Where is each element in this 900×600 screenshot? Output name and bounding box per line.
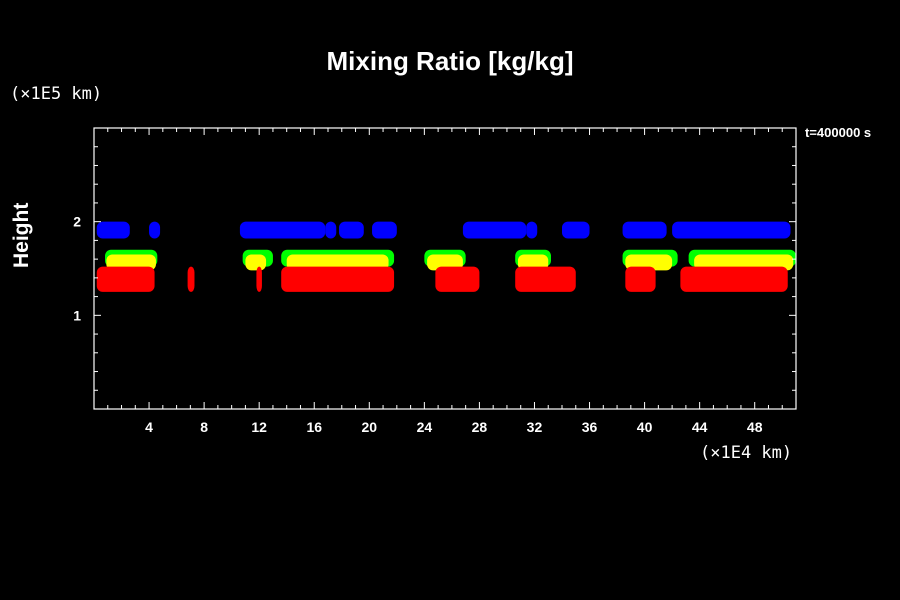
x-tick-label: 24 [417,419,433,435]
x-axis-unit: (×1E4 km) [700,443,793,463]
blue-band-region [526,221,538,239]
y-tick-label: 2 [73,214,81,230]
red-band-region [256,266,262,292]
red-band-region [625,266,656,292]
blue-band-region [462,221,527,239]
blue-band-region [149,221,161,239]
time-stamp: t=400000 s [805,125,872,140]
y-axis-unit: (×1E5 km) [10,84,103,104]
blue-band-region [672,221,791,239]
yellow-band-region [517,254,549,271]
x-tick-label: 8 [200,419,208,435]
red-band-region [96,266,155,292]
blue-band-region [339,221,364,239]
x-tick-label: 36 [582,419,598,435]
yellow-band-region [625,254,673,271]
yellow-band-region [694,254,794,271]
x-tick-label: 44 [692,419,708,435]
red-band-region [281,266,395,292]
x-tick-label: 12 [251,419,267,435]
blue-band-region [562,221,590,239]
red-band-region [680,266,788,292]
x-tick-label: 20 [362,419,378,435]
x-tick-label: 4 [145,419,153,435]
blue-band-region [96,221,130,239]
blue-band-region [622,221,667,239]
y-tick-label: 1 [73,307,81,323]
red-band-region [515,266,576,292]
blue-band-region [325,221,337,239]
yellow-band-region [427,254,463,271]
x-tick-label: 16 [306,419,322,435]
blue-band-region [372,221,397,239]
chart-title: Mixing Ratio [kg/kg] [326,46,574,76]
yellow-band-region [286,254,389,271]
x-tick-label: 40 [637,419,653,435]
axes-frame [93,127,797,410]
red-band-region [187,266,195,292]
x-tick-label: 28 [472,419,488,435]
x-tick-label: 32 [527,419,543,435]
x-tick-label: 48 [747,419,763,435]
yellow-band-region [245,254,267,271]
blue-band-region [239,221,326,239]
yellow-band-region [106,254,156,271]
red-band-region [435,266,480,292]
